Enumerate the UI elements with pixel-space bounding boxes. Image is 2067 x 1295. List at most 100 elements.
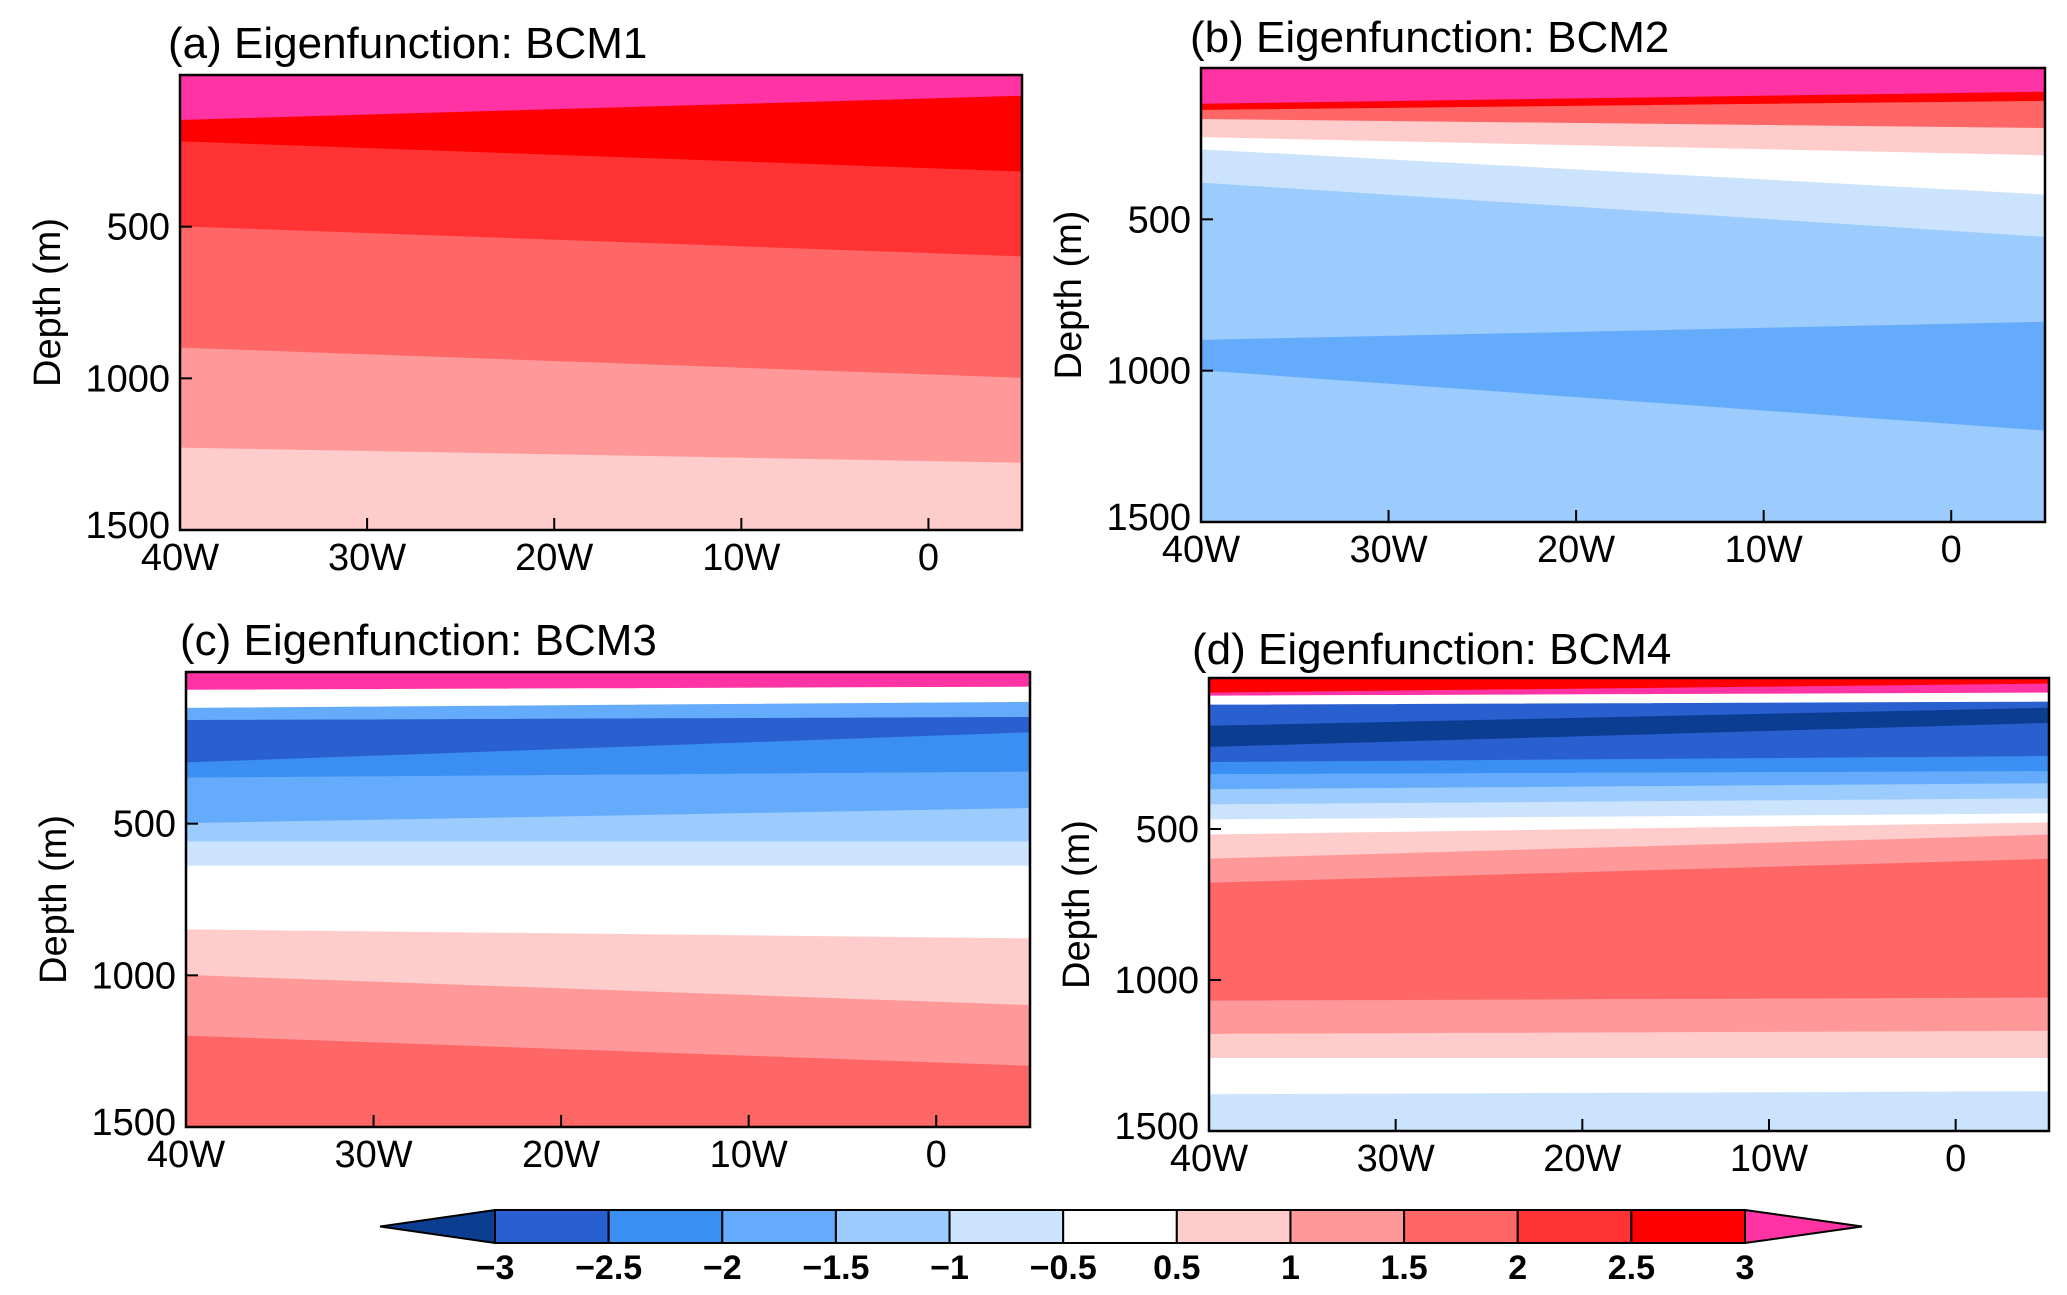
x-tick-label: 40W [1170,1138,1248,1180]
contour-band-5 [186,732,1030,779]
x-tick-label: 30W [1349,529,1427,571]
y-axis-label: Depth (m) [33,815,75,984]
contour-band-2 [180,95,1022,173]
y-tick-label: 500 [1136,809,1199,851]
contour-band-15 [1209,997,2049,1035]
contour-band-8 [186,841,1030,867]
colorbar-extend-high [1744,1208,1863,1245]
contour-band-3 [1209,692,2049,706]
y-tick-label: 1000 [1114,960,1199,1002]
colorbar-segment-3 [721,1209,837,1244]
panel-title: (a) Eigenfunction: BCM1 [168,19,647,68]
contour-band-5 [180,347,1022,464]
colorbar: −3 −2.5 −2 −1.5 −1 −0.5 0.5 1 1.5 2 2.5 3 [379,1208,1863,1287]
x-tick-label: 0 [926,1134,947,1176]
y-tick-label: 1000 [85,358,170,400]
x-tick-label: 20W [522,1134,600,1176]
x-tick-label: 10W [710,1134,788,1176]
colorbar-tick-label: 1 [1281,1249,1300,1287]
contour-band-1 [1209,678,2049,694]
x-tick-label: 10W [1725,529,1803,571]
contour-band-6 [1209,722,2049,764]
colorbar-tick-label: −2.5 [575,1249,642,1287]
contour-band-9 [1209,783,2049,806]
x-tick-label: 40W [141,537,219,579]
plot-frame [184,670,1032,1129]
colorbar-segment-8 [1289,1209,1406,1244]
x-tick-label: 40W [1162,529,1240,571]
colorbar-segment-11 [1630,1209,1747,1244]
contour-band-3 [180,141,1022,258]
colorbar-segment-6 [1062,1209,1178,1244]
plot-frame [1199,66,2047,524]
contour-band-16 [1209,1030,2049,1060]
colorbar-tick-label: −1 [930,1249,969,1287]
panel-title: (c) Eigenfunction: BCM3 [180,616,657,665]
contour-field [1201,68,2045,522]
y-tick-label: 500 [107,207,170,249]
x-tick-label: 0 [1945,1138,1966,1180]
x-tick-label: 0 [918,537,939,579]
contour-band-2 [1201,91,2045,111]
contour-band-8 [1201,321,2045,432]
contour-field [180,75,1022,530]
y-tick-label: 500 [113,804,176,846]
contour-band-12 [186,1035,1030,1127]
y-axis-label: Depth (m) [27,218,69,387]
x-tick-label: 20W [1537,529,1615,571]
contour-band-6 [186,771,1030,825]
x-tick-label: 10W [702,537,780,579]
colorbar-tick-label: 0.5 [1153,1249,1200,1287]
contour-band-9 [186,865,1030,940]
contour-band-3 [186,701,1030,722]
colorbar-tick-label: 3 [1736,1249,1755,1287]
x-tick-label: 0 [1941,529,1962,571]
panel-title: (b) Eigenfunction: BCM2 [1190,13,1669,62]
colorbar-tick-label: −0.5 [1030,1249,1097,1287]
x-tick-label: 40W [147,1134,225,1176]
contour-band-1 [180,75,1022,121]
contour-band-18 [1209,1091,2049,1131]
y-tick-label: 1500 [1114,1106,1199,1148]
y-axis-label: Depth (m) [1056,820,1098,989]
panel-title: (d) Eigenfunction: BCM4 [1192,625,1671,674]
colorbar-extend-low [379,1208,496,1245]
y-tick-label: 1500 [1106,497,1191,539]
contour-band-4 [1201,118,2045,157]
x-tick-label: 20W [515,537,593,579]
colorbar-segment-1 [494,1209,610,1244]
plot-frame [178,73,1024,532]
contour-band-7 [1201,182,2045,341]
contour-band-10 [186,929,1030,1007]
y-tick-label: 1500 [85,505,170,547]
colorbar-segment-10 [1516,1209,1633,1244]
plot-frame [1207,676,2051,1133]
contour-band-13 [1209,834,2049,884]
y-axis-label: Depth (m) [1048,211,1090,380]
contour-band-14 [1209,858,2049,1002]
contour-band-4 [180,226,1022,379]
colorbar-tick-label: 1.5 [1380,1249,1427,1287]
colorbar-segment-7 [1175,1209,1292,1244]
colorbar-segment-4 [834,1209,951,1244]
contour-band-12 [1209,822,2049,860]
contour-band-9 [1201,370,2045,522]
colorbar-tick-label: −3 [476,1249,515,1287]
y-tick-label: 500 [1128,199,1191,241]
x-tick-label: 30W [334,1134,412,1176]
colorbar-segment-9 [1403,1209,1519,1244]
contour-band-6 [1201,149,2045,238]
contour-band-4 [1209,701,2049,727]
colorbar-tick-label: −1.5 [802,1249,869,1287]
y-tick-label: 1500 [91,1102,176,1144]
contour-band-2 [186,686,1030,709]
y-tick-label: 1000 [91,955,176,997]
y-tick-label: 1000 [1106,351,1191,393]
contour-band-6 [180,447,1022,530]
colorbar-tick-label: 2 [1508,1249,1527,1287]
contour-band-7 [186,808,1030,843]
x-tick-label: 30W [328,537,406,579]
